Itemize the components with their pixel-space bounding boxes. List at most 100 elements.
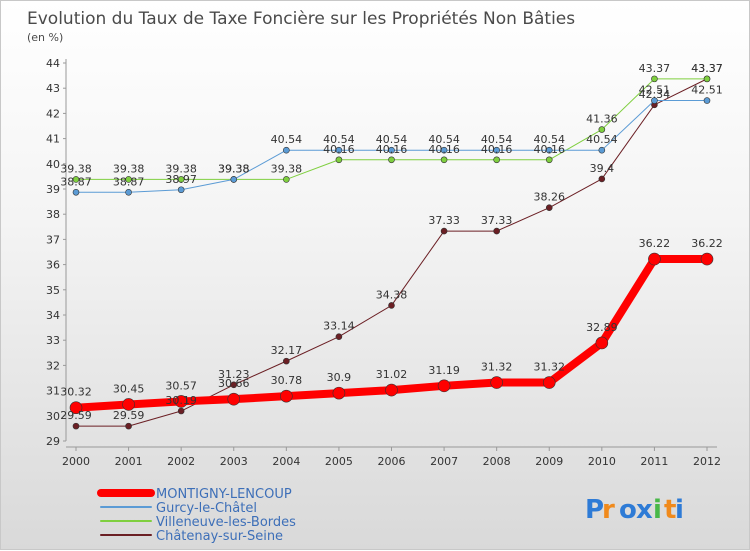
y-tick-label: 34 (46, 309, 60, 322)
data-label-villeneuve-les-bordes: 40.16 (428, 143, 460, 156)
x-tick-label: 2009 (535, 455, 563, 468)
data-point-villeneuve-les-bordes (388, 156, 395, 164)
data-point-ch-tenay-sur-seine (440, 227, 448, 235)
data-label-ch-tenay-sur-seine: 30.19 (165, 394, 197, 407)
data-label-villeneuve-les-bordes: 40.16 (481, 143, 513, 156)
legend-entry: MONTIGNY-LENCOUP (156, 487, 292, 502)
data-point-gurcy-le-ch-tel (598, 146, 606, 154)
data-point-villeneuve-les-bordes (440, 156, 448, 164)
data-label-montigny-lencoup: 30.9 (327, 371, 352, 384)
series-layer (69, 75, 714, 430)
y-tick-label: 40 (46, 158, 60, 171)
y-tick-label: 43 (46, 82, 60, 95)
data-label-ch-tenay-sur-seine: 29.59 (113, 409, 145, 422)
data-point-montigny-lencoup (280, 389, 293, 403)
data-label-gurcy-le-ch-tel: 40.54 (271, 133, 303, 146)
logo-letter: r (602, 495, 615, 525)
data-point-gurcy-le-ch-tel (651, 97, 658, 104)
data-label-ch-tenay-sur-seine: 32.17 (271, 344, 303, 357)
data-point-montigny-lencoup (227, 392, 241, 406)
data-point-montigny-lencoup (542, 376, 556, 389)
data-label-gurcy-le-ch-tel: 40.54 (481, 133, 513, 146)
axes: 29 30 31 32 33 34 35 36 37 38 39 40 41 42 43 44 2000 2001… (46, 57, 721, 468)
y-tick-label: 35 (46, 284, 60, 297)
data-point-montigny-lencoup (595, 336, 609, 350)
data-point-gurcy-le-ch-tel (230, 176, 238, 183)
data-label-villeneuve-les-bordes: 39.38 (165, 162, 197, 175)
chart-title: Evolution du Taux de Taxe Foncière sur l… (27, 9, 575, 29)
data-point-montigny-lencoup (122, 398, 135, 411)
data-label-ch-tenay-sur-seine: 42.34 (639, 88, 671, 101)
data-point-gurcy-le-ch-tel (283, 146, 290, 154)
data-label-gurcy-le-ch-tel: 38.87 (60, 175, 92, 188)
data-point-gurcy-le-ch-tel (703, 97, 711, 104)
data-label-ch-tenay-sur-seine: 31.23 (218, 368, 250, 381)
y-tick-label: 37 (46, 233, 60, 246)
data-label-ch-tenay-sur-seine: 37.33 (428, 214, 460, 227)
data-label-montigny-lencoup: 32.89 (586, 321, 618, 334)
legend-entry: Villeneuve-les-Bordes (156, 515, 296, 530)
data-point-gurcy-le-ch-tel (493, 146, 500, 154)
data-label-villeneuve-les-bordes: 39.38 (218, 162, 250, 175)
data-point-villeneuve-les-bordes (72, 176, 80, 183)
x-tick-label: 2002 (167, 455, 195, 468)
y-tick-label: 44 (46, 57, 60, 70)
y-tick-label: 41 (46, 133, 60, 146)
y-tick-label: 29 (46, 435, 60, 448)
data-point-montigny-lencoup (700, 252, 714, 266)
data-label-gurcy-le-ch-tel: 40.54 (428, 133, 460, 146)
data-point-villeneuve-les-bordes (125, 176, 132, 183)
data-point-ch-tenay-sur-seine (598, 175, 606, 183)
data-label-montigny-lencoup: 30.57 (165, 379, 197, 392)
data-point-villeneuve-les-bordes (598, 126, 606, 133)
data-label-villeneuve-les-bordes: 39.38 (113, 162, 145, 175)
data-label-ch-tenay-sur-seine: 34.38 (376, 288, 408, 301)
data-point-ch-tenay-sur-seine (230, 381, 238, 389)
x-tick-label: 2012 (693, 455, 721, 468)
data-point-montigny-lencoup (69, 401, 83, 415)
data-point-villeneuve-les-bordes (493, 156, 500, 164)
data-label-ch-tenay-sur-seine: 38.26 (534, 191, 566, 204)
y-tick-label: 36 (46, 259, 60, 272)
data-label-gurcy-le-ch-tel: 40.54 (376, 133, 408, 146)
data-label-gurcy-le-ch-tel: 39.38 (218, 162, 250, 175)
data-label-montigny-lencoup: 30.66 (218, 377, 250, 390)
data-label-villeneuve-les-bordes: 41.36 (586, 113, 618, 126)
data-point-villeneuve-les-bordes (177, 176, 185, 183)
data-label-ch-tenay-sur-seine: 33.14 (323, 320, 355, 333)
logo-letter: t (664, 495, 676, 525)
data-label-montigny-lencoup: 31.19 (428, 364, 460, 377)
y-tick-label: 39 (46, 183, 60, 196)
x-tick-label: 2004 (272, 455, 300, 468)
data-label-gurcy-le-ch-tel: 42.51 (691, 84, 723, 97)
data-label-villeneuve-les-bordes: 40.16 (376, 143, 408, 156)
data-labels: 29.59 29.59 30.19 31.23 32.17 33.14 34.38 37.33… (60, 62, 723, 422)
data-label-villeneuve-les-bordes: 39.38 (60, 162, 92, 175)
data-point-gurcy-le-ch-tel (72, 188, 80, 196)
data-point-villeneuve-les-bordes (545, 156, 553, 164)
legend-entry: Châtenay-sur-Seine (156, 529, 283, 544)
data-label-ch-tenay-sur-seine: 43.37 (691, 62, 723, 75)
data-label-gurcy-le-ch-tel: 38.87 (113, 175, 145, 188)
data-label-montigny-lencoup: 30.45 (113, 382, 145, 395)
data-point-montigny-lencoup (437, 379, 451, 393)
data-point-montigny-lencoup (385, 383, 398, 397)
data-point-gurcy-le-ch-tel (177, 186, 185, 194)
y-tick-label: 31 (46, 385, 60, 398)
data-label-montigny-lencoup: 36.22 (691, 237, 723, 250)
data-point-villeneuve-les-bordes (335, 156, 343, 164)
data-label-villeneuve-les-bordes: 40.16 (323, 143, 355, 156)
data-label-ch-tenay-sur-seine: 39.4 (590, 162, 615, 175)
legend-entry: Gurcy-le-Châtel (156, 501, 257, 516)
data-point-gurcy-le-ch-tel (335, 146, 343, 154)
x-tick-label: 2007 (430, 455, 458, 468)
data-label-montigny-lencoup: 31.32 (481, 361, 513, 374)
data-point-villeneuve-les-bordes (283, 176, 290, 183)
data-point-villeneuve-les-bordes (651, 75, 658, 83)
data-point-ch-tenay-sur-seine (125, 422, 132, 430)
y-tick-label: 42 (46, 107, 60, 120)
data-label-gurcy-le-ch-tel: 40.54 (323, 133, 355, 146)
data-label-villeneuve-les-bordes: 39.38 (271, 162, 303, 175)
